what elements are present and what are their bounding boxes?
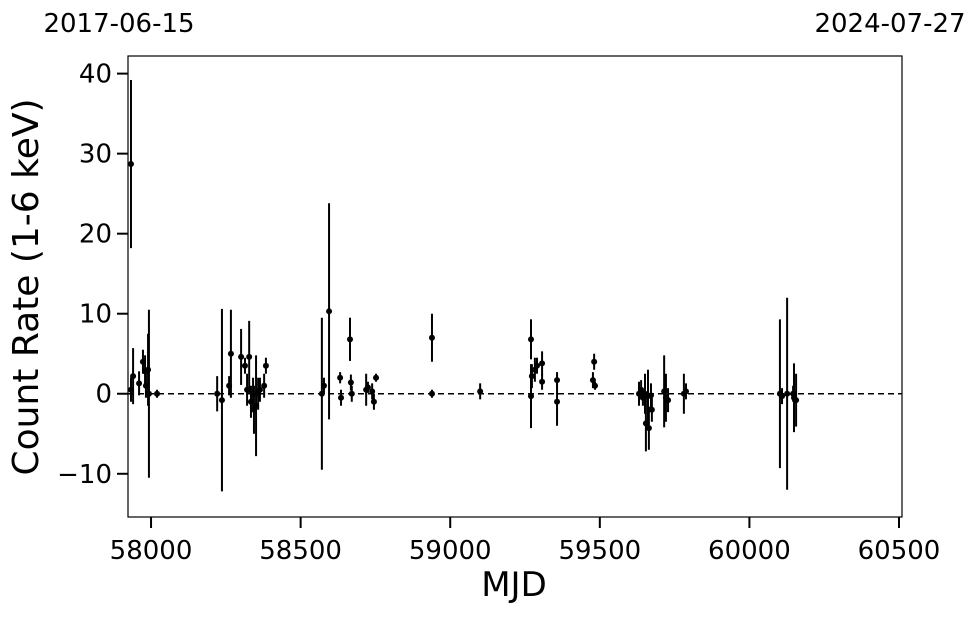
data-point bbox=[256, 386, 263, 393]
data-point bbox=[145, 390, 152, 397]
data-point bbox=[369, 388, 376, 395]
x-tick-label: 58500 bbox=[259, 536, 342, 566]
data-point bbox=[338, 394, 345, 401]
data-point bbox=[665, 397, 672, 404]
data-point bbox=[648, 406, 655, 413]
data-point bbox=[477, 388, 484, 395]
data-point bbox=[241, 362, 248, 369]
x-tick-label: 59500 bbox=[558, 536, 641, 566]
x-tick-label: 60000 bbox=[708, 536, 791, 566]
data-point bbox=[533, 362, 540, 369]
data-point bbox=[589, 377, 596, 384]
data-point bbox=[261, 382, 268, 389]
data-point bbox=[373, 374, 380, 381]
data-point bbox=[227, 350, 234, 357]
x-tick-label: 59000 bbox=[409, 536, 492, 566]
data-point bbox=[218, 397, 225, 404]
data-point bbox=[645, 425, 652, 432]
data-point bbox=[238, 353, 245, 360]
y-tick-label: −10 bbox=[57, 460, 112, 490]
y-tick-label: 0 bbox=[95, 380, 112, 410]
data-point bbox=[793, 397, 800, 404]
data-point bbox=[346, 336, 353, 343]
y-tick-label: 30 bbox=[79, 140, 112, 170]
data-point bbox=[591, 358, 598, 365]
data-point bbox=[127, 161, 134, 168]
data-point bbox=[320, 382, 327, 389]
y-axis-label: Count Rate (1-6 keV) bbox=[6, 98, 47, 475]
data-point bbox=[592, 382, 599, 389]
x-tick-label: 60500 bbox=[858, 536, 941, 566]
data-point bbox=[130, 373, 137, 380]
data-point bbox=[262, 362, 269, 369]
x-tick-label: 58000 bbox=[110, 536, 193, 566]
data-point bbox=[154, 390, 161, 397]
data-point bbox=[214, 390, 221, 397]
data-point bbox=[364, 384, 371, 391]
data-point bbox=[337, 374, 344, 381]
data-point bbox=[326, 308, 333, 315]
plot-frame bbox=[127, 55, 903, 518]
data-point bbox=[554, 398, 561, 405]
data-point bbox=[682, 388, 689, 395]
data-point bbox=[370, 398, 377, 405]
y-tick-label: 10 bbox=[79, 300, 112, 330]
data-point bbox=[528, 336, 535, 343]
y-tick-label: 20 bbox=[79, 220, 112, 250]
y-tick-label: 40 bbox=[79, 60, 112, 90]
data-point bbox=[348, 390, 355, 397]
data-point bbox=[528, 373, 535, 380]
end-date-label: 2024-07-27 bbox=[814, 9, 965, 39]
data-point bbox=[428, 334, 435, 341]
start-date-label: 2017-06-15 bbox=[43, 9, 194, 39]
data-point bbox=[246, 353, 253, 360]
data-point bbox=[647, 392, 654, 399]
data-point bbox=[347, 379, 354, 386]
data-point bbox=[539, 360, 546, 367]
data-point bbox=[136, 380, 143, 387]
x-axis-label: MJD bbox=[481, 565, 547, 605]
data-point bbox=[428, 390, 435, 397]
data-point bbox=[784, 390, 791, 397]
data-point bbox=[528, 393, 535, 400]
data-point bbox=[539, 378, 546, 385]
data-point bbox=[779, 393, 786, 400]
